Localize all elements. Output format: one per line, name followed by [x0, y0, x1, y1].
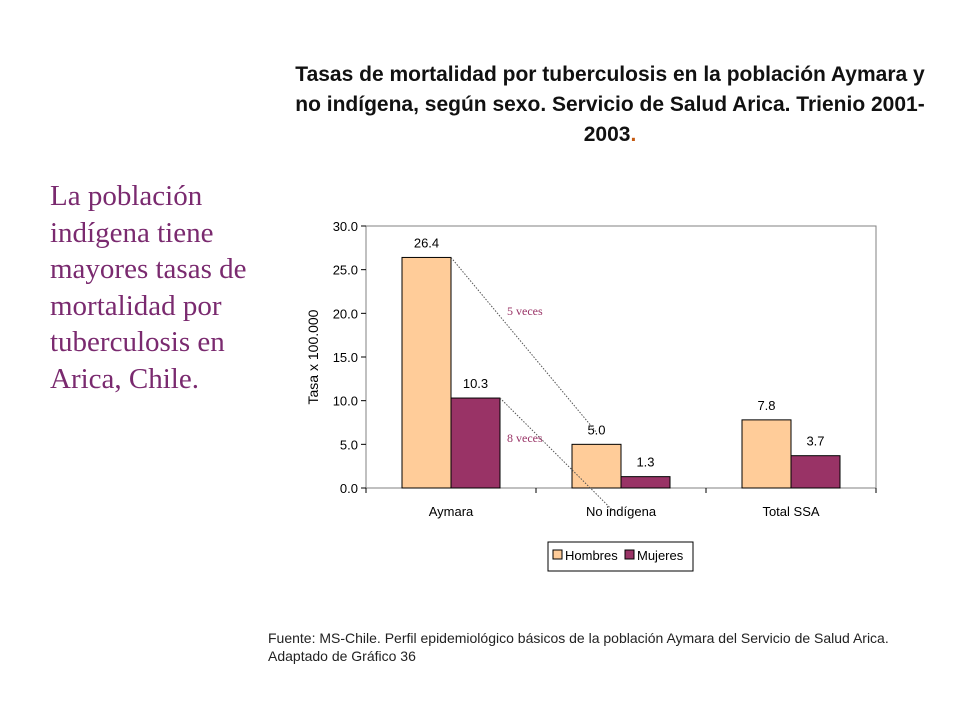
legend-label: Mujeres: [637, 548, 684, 563]
chart-title-end: .: [630, 123, 637, 146]
bar-mujeres: [790, 455, 841, 489]
bar-hombres: [571, 443, 622, 489]
x-tick-label: No indígena: [586, 504, 657, 519]
source-note: Fuente: MS-Chile. Perfil epidemiológico …: [268, 630, 889, 664]
comparison-label: 5 veces: [507, 304, 543, 318]
bar-value-label: 5.0: [587, 422, 605, 437]
y-tick-label: 15.0: [333, 350, 358, 365]
bar-hombres: [741, 419, 792, 489]
legend-box: [547, 541, 694, 572]
bar-value-label: 1.3: [636, 455, 654, 470]
y-tick-label: 10.0: [333, 394, 358, 409]
x-tick-label: Aymara: [429, 504, 474, 519]
comparison-line: [450, 257, 597, 433]
y-tick-label: 25.0: [333, 263, 358, 278]
y-axis-label: Tasa x 100.000: [305, 309, 321, 404]
bar-mujeres: [450, 397, 501, 489]
bar-value-label: 7.8: [757, 398, 775, 413]
comparison-line: [499, 397, 614, 512]
legend-swatch: [552, 549, 563, 560]
bar-mujeres: [620, 476, 671, 489]
y-tick-label: 0.0: [340, 481, 358, 496]
legend-label: Hombres: [565, 548, 618, 563]
y-tick-label: 20.0: [333, 306, 358, 321]
side-text: La población indígena tiene mayores tasa…: [50, 180, 247, 395]
chart-title: Tasas de mortalidad por tuberculosis en …: [290, 60, 930, 150]
y-tick-label: 30.0: [333, 219, 358, 234]
bar-value-label: 3.7: [806, 434, 824, 449]
y-tick-label: 5.0: [340, 437, 358, 452]
bar-hombres: [401, 256, 452, 489]
bar-value-label: 26.4: [414, 235, 439, 250]
legend-swatch: [624, 549, 635, 560]
x-tick-label: Total SSA: [762, 504, 819, 519]
comparison-label: 8 veces: [507, 431, 543, 445]
bar-value-label: 10.3: [463, 376, 488, 391]
chart-title-text: Tasas de mortalidad por tuberculosis en …: [295, 63, 925, 146]
